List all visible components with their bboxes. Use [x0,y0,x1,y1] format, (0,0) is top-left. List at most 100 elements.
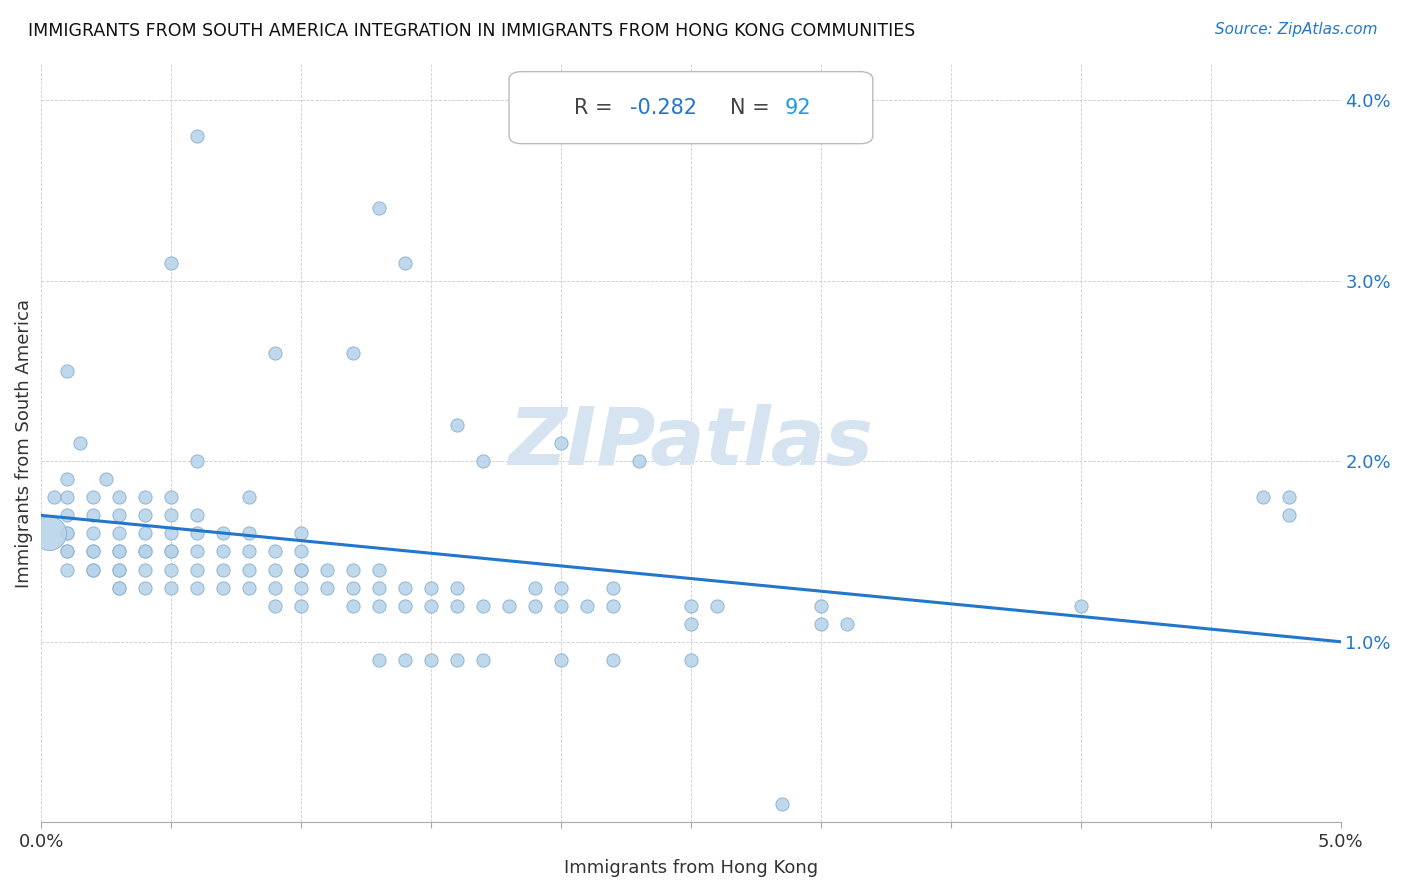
Point [368,581,391,595]
Point [835,616,858,631]
Point [342,581,364,595]
Point [134,562,156,576]
Point [186,129,208,144]
Text: Source: ZipAtlas.com: Source: ZipAtlas.com [1215,22,1378,37]
Point [290,599,312,613]
Point [160,491,183,505]
Point [160,255,183,269]
Point [108,581,131,595]
Point [550,599,572,613]
Point [186,544,208,558]
Text: R =: R = [574,98,619,118]
Point [238,491,260,505]
Point [212,544,235,558]
Point [56,491,79,505]
Point [575,599,598,613]
Point [108,544,131,558]
Point [186,454,208,468]
Point [82,562,104,576]
Point [160,581,183,595]
Point [316,562,339,576]
Point [56,364,79,378]
Point [44,491,66,505]
Text: 92: 92 [785,98,811,118]
Point [56,562,79,576]
Point [810,616,832,631]
Point [342,599,364,613]
Point [446,418,468,433]
Point [160,544,183,558]
Point [1070,599,1092,613]
Point [238,581,260,595]
Point [56,544,79,558]
Point [186,581,208,595]
X-axis label: Immigrants from Hong Kong: Immigrants from Hong Kong [564,859,818,877]
Point [108,544,131,558]
Point [524,581,547,595]
Point [472,454,495,468]
Point [679,653,702,667]
Point [368,562,391,576]
Text: ZIPatlas: ZIPatlas [509,404,873,483]
Point [550,653,572,667]
Point [394,581,416,595]
Point [186,508,208,523]
Point [82,508,104,523]
Point [679,616,702,631]
Point [810,599,832,613]
Point [82,544,104,558]
Point [472,599,495,613]
Point [342,346,364,360]
Point [56,472,79,486]
Point [108,562,131,576]
Text: IMMIGRANTS FROM SOUTH AMERICA INTEGRATION IN IMMIGRANTS FROM HONG KONG COMMUNITI: IMMIGRANTS FROM SOUTH AMERICA INTEGRATIO… [28,22,915,40]
Point [264,544,287,558]
Point [186,526,208,541]
Point [446,653,468,667]
Point [706,599,728,613]
Point [368,202,391,216]
Point [264,346,287,360]
Point [1277,491,1299,505]
Point [134,581,156,595]
Point [394,599,416,613]
Point [290,562,312,576]
Point [238,562,260,576]
Point [420,653,443,667]
Point [238,544,260,558]
Point [290,562,312,576]
Point [108,491,131,505]
Point [550,436,572,450]
Point [56,526,79,541]
Point [368,599,391,613]
Point [186,562,208,576]
Point [602,599,624,613]
FancyBboxPatch shape [509,71,873,144]
Point [134,526,156,541]
Point [82,491,104,505]
Point [134,544,156,558]
Point [238,526,260,541]
Point [69,436,91,450]
Point [134,508,156,523]
Point [524,599,547,613]
Point [212,526,235,541]
Point [420,599,443,613]
Point [1277,508,1299,523]
Point [316,581,339,595]
Point [82,562,104,576]
Point [160,544,183,558]
Point [1251,491,1274,505]
Point [56,526,79,541]
Point [290,581,312,595]
Point [770,797,793,812]
Point [56,544,79,558]
Point [134,491,156,505]
Point [82,526,104,541]
Point [160,562,183,576]
Point [679,599,702,613]
Point [602,581,624,595]
Point [56,508,79,523]
Point [96,472,118,486]
Point [394,255,416,269]
